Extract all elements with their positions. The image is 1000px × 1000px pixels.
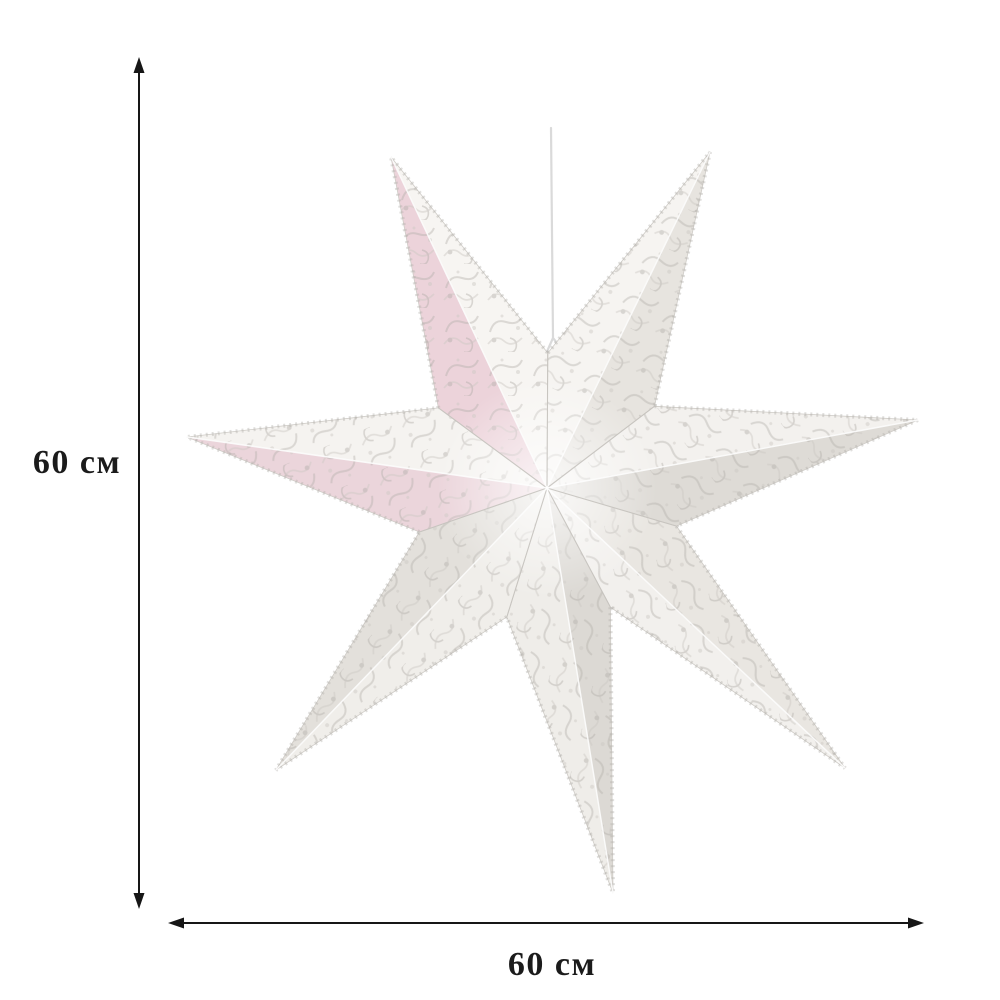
tip-fold-line (390, 156, 548, 489)
tip-fold-line (546, 487, 614, 894)
width-arrow-right-icon (908, 917, 924, 929)
valley-fold-line (506, 487, 548, 618)
tip-fold-line (186, 436, 548, 489)
tip-fold-line (546, 419, 919, 489)
valley-fold-line (546, 352, 549, 489)
tip-fold-line (275, 487, 548, 771)
valley-fold-line (419, 487, 548, 533)
tip-fold-line (546, 151, 711, 489)
paper-star (186, 150, 919, 894)
tip-fold-line (546, 487, 846, 769)
height-arrow-up-icon (133, 57, 145, 73)
dimension-annotations (133, 57, 924, 929)
edge-ornament (654, 404, 919, 528)
valley-fold-line (546, 487, 611, 608)
width-arrow-left-icon (168, 917, 184, 929)
valley-fold-line (438, 407, 548, 489)
edge-ornament (389, 155, 550, 409)
width-label: 60 см (507, 946, 597, 983)
valley-fold-line (546, 487, 677, 527)
height-label: 60 см (32, 444, 122, 481)
height-arrow-down-icon (133, 893, 145, 909)
valley-fold-line (546, 405, 655, 489)
